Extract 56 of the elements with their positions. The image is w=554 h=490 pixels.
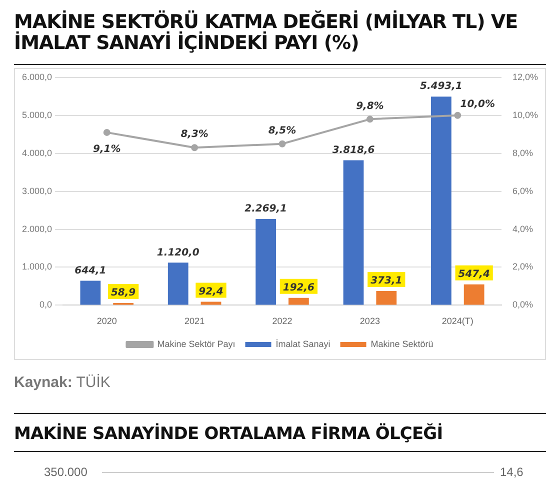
data-label: 547,4 bbox=[458, 269, 490, 280]
data-label: 92,4 bbox=[198, 286, 224, 298]
bar bbox=[464, 284, 484, 305]
chart-title: MAKİNE SEKTÖRÜ KATMA DEĞERİ (MİLYAR TL) VE İMALAT SANAYİ İÇİNDEKİ PAYI (%) bbox=[14, 11, 519, 54]
point bbox=[103, 128, 110, 136]
y-tick-label: 2.000,0 bbox=[22, 224, 52, 234]
data-label: 2.269,1 bbox=[244, 204, 288, 215]
data-label: 58,9 bbox=[110, 288, 136, 299]
y2-tick-label: 0,0% bbox=[512, 300, 533, 310]
y-tick-label: 0,0 bbox=[40, 300, 52, 310]
data-label: 3.818,6 bbox=[332, 144, 375, 156]
point bbox=[366, 116, 374, 123]
bar bbox=[288, 298, 309, 305]
data-label: 8,5% bbox=[268, 125, 296, 136]
x-tick-label: 2020 bbox=[96, 316, 117, 326]
point bbox=[278, 140, 286, 148]
data-label: 192,6 bbox=[282, 282, 315, 294]
point bbox=[191, 144, 198, 152]
legend-label: İmalat Sanayi bbox=[276, 338, 330, 349]
y2-tick-label: 2,0% bbox=[512, 262, 533, 272]
text: 14,6 bbox=[500, 465, 524, 479]
x-tick-label: 2023 bbox=[360, 316, 380, 326]
data-label: 9,8% bbox=[356, 100, 384, 112]
point bbox=[454, 112, 462, 119]
data-label: 644,1 bbox=[74, 265, 106, 276]
y2-tick-label: 10,0% bbox=[512, 110, 538, 120]
y-tick-label: 5.000,0 bbox=[22, 110, 52, 120]
data-label: 373,1 bbox=[370, 276, 402, 287]
legend-label: Makine Sektörü bbox=[370, 338, 434, 349]
y-tick-label: 3.000,0 bbox=[22, 186, 52, 196]
legend-label: Makine Sektör Payı bbox=[157, 338, 236, 349]
bar bbox=[168, 262, 188, 305]
bar bbox=[343, 160, 364, 305]
x-tick-label: 2022 bbox=[272, 316, 292, 326]
x-tick-label: 2024(T) bbox=[442, 316, 474, 326]
text: 350.000 bbox=[44, 465, 88, 479]
y2-tick-label: 4,0% bbox=[512, 224, 533, 234]
data-label: 8,3% bbox=[180, 129, 208, 140]
text: Kaynak: TÜİK bbox=[14, 374, 110, 391]
y2-tick-label: 8,0% bbox=[512, 148, 533, 158]
y2-tick-label: 6,0% bbox=[512, 186, 533, 196]
x-tick-label: 2021 bbox=[184, 316, 205, 326]
y-tick-label: 4.000,0 bbox=[22, 148, 52, 158]
y-tick-label: 1.000,0 bbox=[22, 262, 52, 272]
y-tick-label: 6.000,0 bbox=[22, 72, 52, 82]
bar bbox=[200, 302, 222, 305]
bar bbox=[80, 280, 101, 305]
y2-tick-label: 12,0% bbox=[512, 72, 538, 82]
bar bbox=[256, 219, 276, 305]
data-label: 9,1% bbox=[93, 144, 121, 156]
bar bbox=[431, 96, 452, 305]
bar bbox=[376, 291, 397, 305]
text: MAKİNE SANAYİNDE ORTALAMA FİRMA ÖLÇEĞİ bbox=[14, 424, 443, 444]
data-label: 10,0% bbox=[460, 98, 495, 110]
data-label: 5.493,1 bbox=[420, 81, 462, 92]
data-label: 1.120,0 bbox=[156, 247, 200, 258]
